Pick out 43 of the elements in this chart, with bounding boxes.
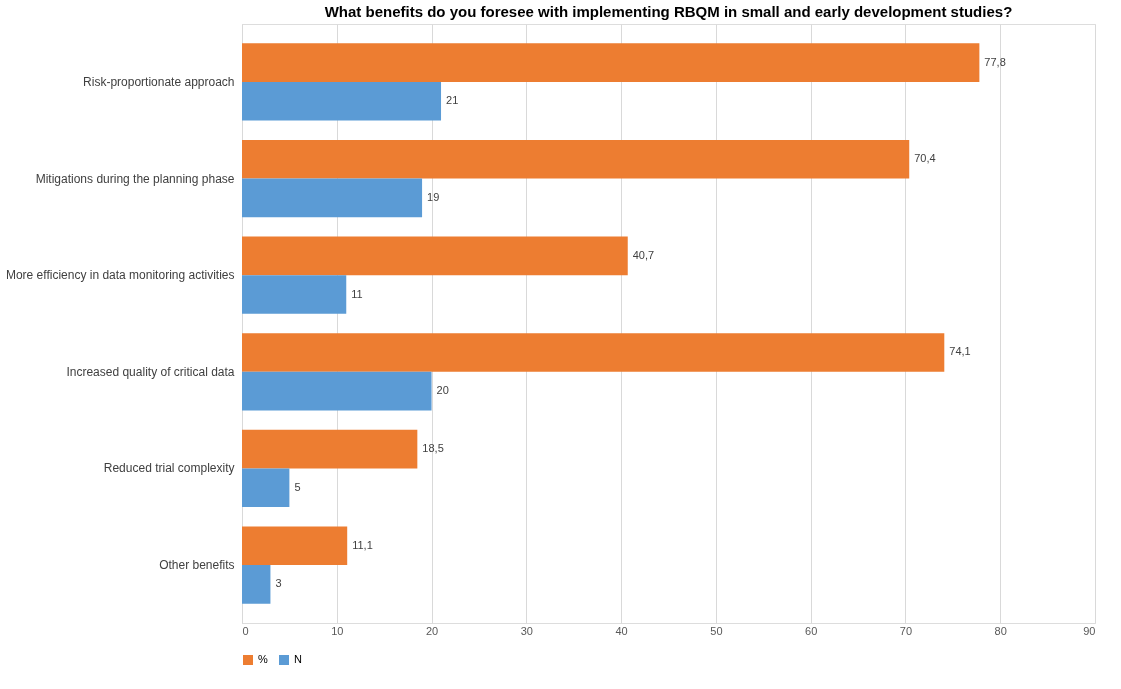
data-label: 18,5	[422, 442, 444, 455]
legend-label: N	[294, 653, 302, 665]
y-tick-label: Increased quality of critical data	[66, 364, 235, 379]
bar	[242, 429, 418, 469]
bar	[242, 526, 348, 566]
y-tick-label: More efficiency in data monitoring activities	[5, 268, 235, 283]
bar	[242, 371, 432, 411]
x-tick-label: 10	[331, 624, 344, 637]
data-label: 5	[294, 480, 301, 493]
x-tick-label: 20	[425, 624, 439, 637]
y-tick-label: Risk-proportionate approach	[83, 74, 235, 89]
bar	[242, 81, 442, 121]
bar	[242, 178, 423, 218]
data-label: 77,8	[984, 55, 1006, 68]
x-tick-label: 30	[520, 624, 533, 637]
data-label: 21	[446, 94, 459, 107]
data-label: 74,1	[949, 345, 971, 358]
x-tick-label: 60	[805, 624, 818, 637]
x-tick-label: 70	[899, 624, 913, 637]
y-tick-label: Mitigations during the planning phase	[35, 171, 235, 186]
data-label: 3	[275, 577, 282, 590]
y-tick-label: Reduced trial complexity	[103, 461, 235, 476]
bar	[242, 43, 980, 82]
y-tick-label: Other benefits	[159, 558, 235, 573]
x-tick-label: 40	[615, 624, 628, 637]
bar	[242, 333, 945, 372]
bar	[242, 236, 628, 276]
data-label: 70,4	[914, 152, 936, 165]
bar	[242, 275, 347, 314]
data-label: 11	[351, 287, 363, 300]
chart-title: What benefits do you foresee with implementing RBQM in small and early development studies?	[324, 3, 1013, 20]
data-label: 11,1	[352, 538, 373, 551]
data-label: 20	[436, 384, 449, 397]
data-label: 19	[427, 190, 440, 203]
data-label: 40,7	[632, 248, 655, 261]
bar	[242, 139, 910, 179]
x-tick-label: 80	[994, 624, 1007, 637]
x-tick-label: 50	[710, 624, 723, 637]
bar	[242, 468, 290, 508]
x-tick-label: 0	[242, 624, 249, 637]
legend-label: %	[258, 653, 268, 665]
bar	[242, 565, 271, 604]
x-tick-label: 90	[1083, 624, 1096, 637]
